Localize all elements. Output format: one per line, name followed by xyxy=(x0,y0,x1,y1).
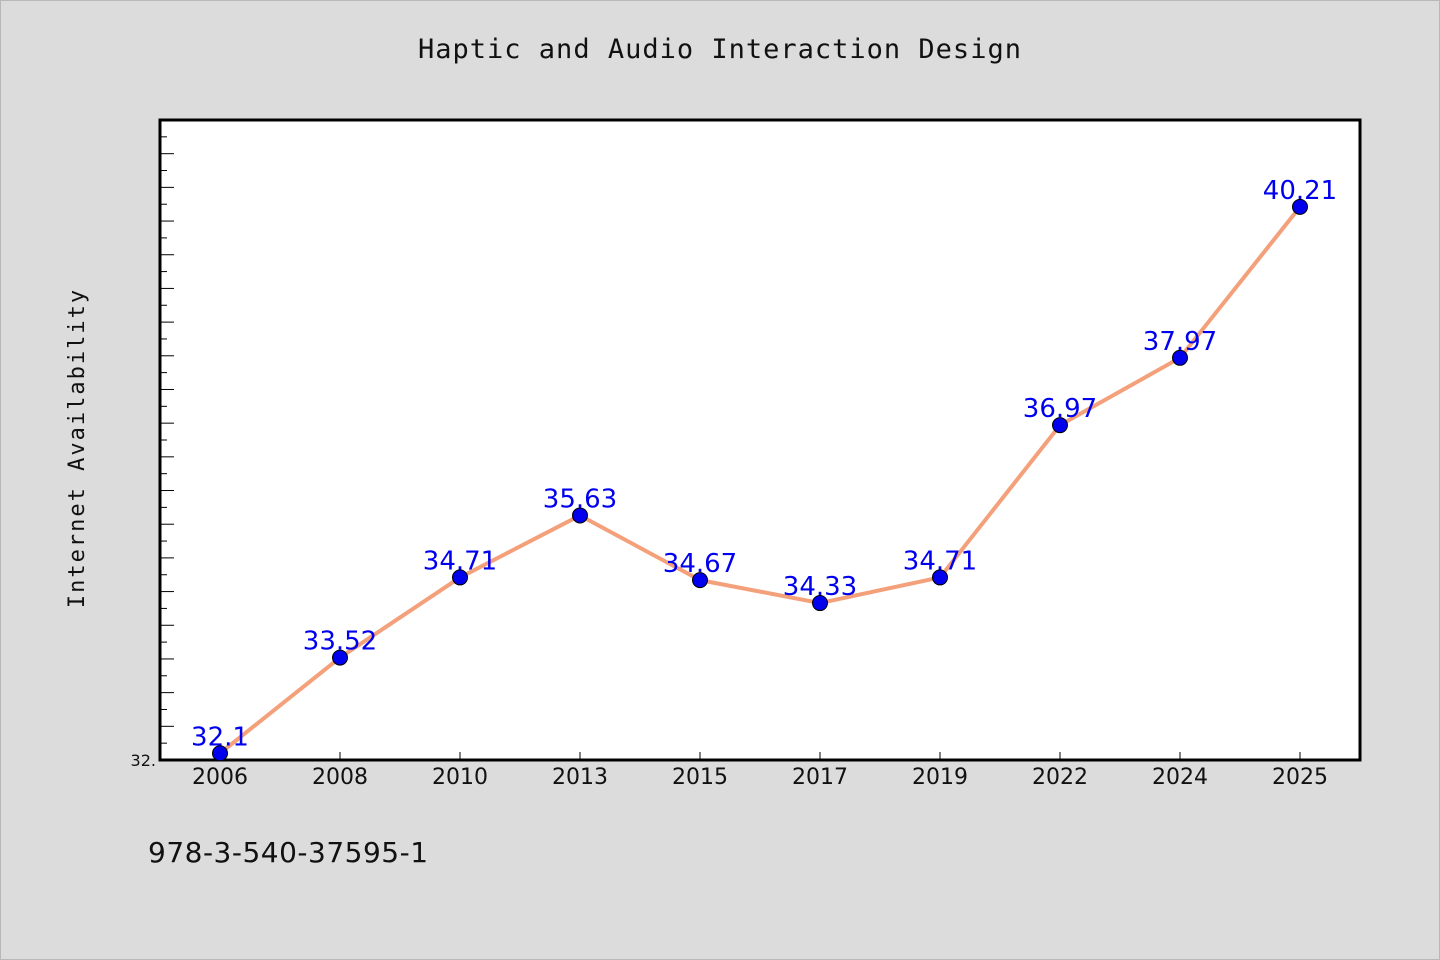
data-point xyxy=(212,745,228,762)
x-axis-ticks: 2006 2008 2010 2013 2015 2017 2019 2022 2024 2025 xyxy=(192,752,1328,790)
plot-area xyxy=(158,118,1362,762)
data-labels: 32.1 33.52 34.71 35.63 34.67 34.33 34.71 36.97 3… xyxy=(191,176,1337,752)
x-tick-label: 2010 xyxy=(432,765,488,790)
series-line xyxy=(218,205,1302,755)
y-min-tick-label: 32. xyxy=(131,751,156,770)
x-tick-label: 2022 xyxy=(1032,765,1088,790)
data-label: 35.63 xyxy=(543,484,617,514)
data-point xyxy=(1172,349,1188,366)
chart-title: Haptic and Audio Interaction Design xyxy=(418,34,1022,65)
y-axis-label: Internet Availability xyxy=(65,288,90,608)
x-tick-label: 2025 xyxy=(1272,765,1328,790)
data-point xyxy=(932,569,948,586)
data-label: 32.1 xyxy=(191,722,249,752)
x-tick-label: 2006 xyxy=(192,765,248,790)
x-tick-label: 2008 xyxy=(312,765,368,790)
data-label: 33.52 xyxy=(303,627,377,657)
data-label: 34.67 xyxy=(663,549,737,579)
data-label: 40.21 xyxy=(1263,176,1337,206)
data-label: 34.33 xyxy=(783,572,857,602)
data-point xyxy=(452,569,468,586)
footnote-isbn: 978-3-540-37595-1 xyxy=(148,836,429,869)
data-label: 36.97 xyxy=(1023,394,1097,424)
data-label: 34.71 xyxy=(903,546,977,576)
x-tick-label: 2017 xyxy=(792,765,848,790)
x-tick-label: 2019 xyxy=(912,765,968,790)
data-point xyxy=(812,595,828,612)
y-axis-ticks xyxy=(160,136,174,761)
series-markers xyxy=(212,198,1308,762)
data-label: 34.71 xyxy=(423,546,497,576)
data-point xyxy=(1052,417,1068,434)
x-tick-label: 2013 xyxy=(552,765,608,790)
data-label: 37.97 xyxy=(1143,327,1217,357)
data-point xyxy=(572,507,588,524)
data-point xyxy=(332,649,348,666)
data-point xyxy=(1292,198,1308,215)
data-point xyxy=(692,572,708,589)
x-tick-label: 2024 xyxy=(1152,765,1208,790)
x-tick-label: 2015 xyxy=(672,765,728,790)
